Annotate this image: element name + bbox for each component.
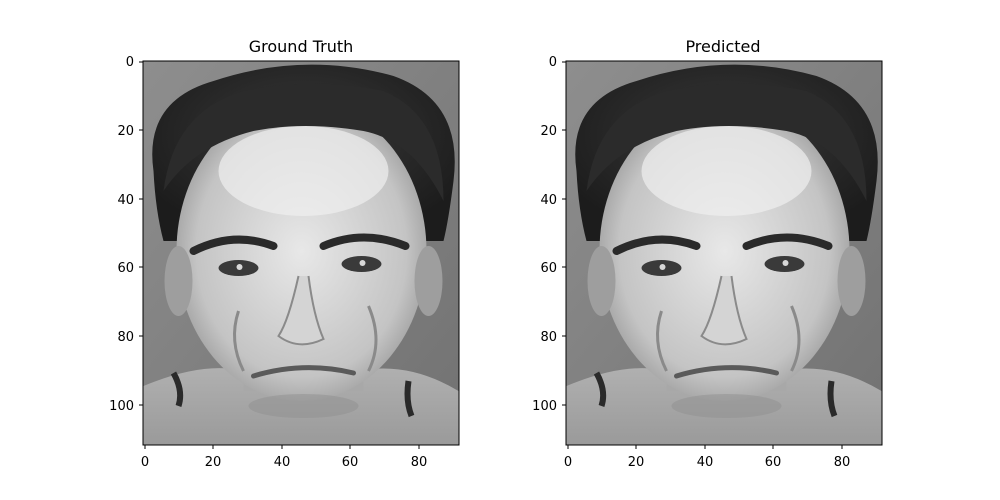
y-axis: 0 20 40 60 80 100 xyxy=(532,55,566,414)
x-tick-label: 0 xyxy=(564,455,572,470)
x-axis: 0 20 40 60 80 xyxy=(564,445,850,470)
axes-frame xyxy=(142,60,460,446)
y-tick-label: 60 xyxy=(540,261,557,276)
panel-predicted: Predicted 0 20 40 60 80 100 xyxy=(532,37,883,470)
y-tick-label: 80 xyxy=(540,330,557,345)
y-axis: 0 20 40 60 80 100 xyxy=(109,55,143,414)
panel-title: Predicted xyxy=(685,37,760,56)
x-tick-label: 40 xyxy=(274,455,291,470)
x-axis: 0 20 40 60 80 xyxy=(141,445,427,470)
y-tick-label: 100 xyxy=(532,399,557,414)
y-tick-label: 0 xyxy=(549,55,557,70)
panel-ground-truth: Ground Truth 0 20 40 60 80 100 xyxy=(109,37,460,470)
y-tick-label: 20 xyxy=(540,124,557,139)
x-tick-label: 0 xyxy=(141,455,149,470)
x-tick-label: 60 xyxy=(765,455,782,470)
y-tick-label: 40 xyxy=(117,193,134,208)
x-tick-label: 20 xyxy=(205,455,222,470)
x-tick-label: 60 xyxy=(342,455,359,470)
x-tick-label: 20 xyxy=(628,455,645,470)
y-tick-label: 100 xyxy=(109,399,134,414)
ground-truth-image xyxy=(144,61,459,445)
predicted-image xyxy=(567,61,882,445)
x-tick-label: 80 xyxy=(834,455,851,470)
panel-title: Ground Truth xyxy=(249,37,354,56)
x-tick-label: 40 xyxy=(697,455,714,470)
x-tick-label: 80 xyxy=(411,455,428,470)
y-tick-label: 80 xyxy=(117,330,134,345)
y-tick-label: 20 xyxy=(117,124,134,139)
y-tick-label: 40 xyxy=(540,193,557,208)
y-tick-label: 0 xyxy=(126,55,134,70)
axes-frame xyxy=(565,60,883,446)
y-tick-label: 60 xyxy=(117,261,134,276)
